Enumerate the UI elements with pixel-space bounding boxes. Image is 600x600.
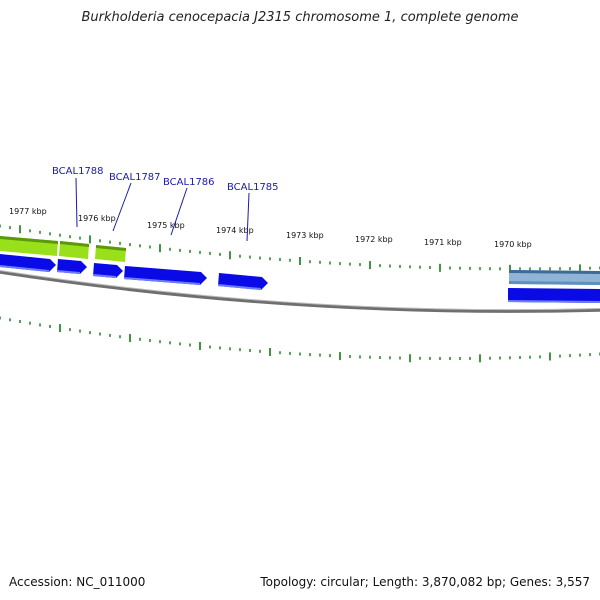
kbp-label-1971: 1971 kbp	[424, 238, 462, 247]
gene-label-bcal1785[interactable]: BCAL1785	[227, 182, 279, 193]
kbp-label-1970: 1970 kbp	[494, 240, 532, 249]
accession-label: Accession: NC_011000	[9, 575, 146, 589]
kbp-label-1977: 1977 kbp	[9, 207, 47, 216]
gene-callouts	[75, 177, 250, 242]
operon-band[interactable]	[509, 270, 600, 285]
lower-tick-ring	[0, 316, 600, 363]
gene-label-bcal1788[interactable]: BCAL1788	[52, 166, 104, 177]
gene-label-bcal1787[interactable]: BCAL1787	[109, 172, 161, 183]
kbp-label-1972: 1972 kbp	[355, 235, 393, 244]
gene-label-bcal1786[interactable]: BCAL1786	[163, 177, 215, 188]
kbp-label-1974: 1974 kbp	[216, 226, 254, 235]
kbp-label-1976: 1976 kbp	[78, 214, 116, 223]
genome-backbone	[0, 270, 600, 313]
forward-strand-genes	[0, 254, 600, 303]
highlighted-genes	[0, 236, 126, 262]
kbp-label-1973: 1973 kbp	[286, 231, 324, 240]
gene-arrow-2[interactable]	[57, 259, 87, 274]
genome-summary: Topology: circular; Length: 3,870,082 bp…	[260, 575, 590, 589]
gene-block-right[interactable]	[508, 288, 600, 303]
upper-tick-ring	[0, 224, 600, 273]
map-title: Burkholderia cenocepacia J2315 chromosom…	[81, 10, 519, 25]
kbp-label-1975: 1975 kbp	[147, 221, 185, 230]
gene-arrow-3[interactable]	[93, 263, 123, 278]
genome-backbone-highlight	[0, 270, 600, 311]
